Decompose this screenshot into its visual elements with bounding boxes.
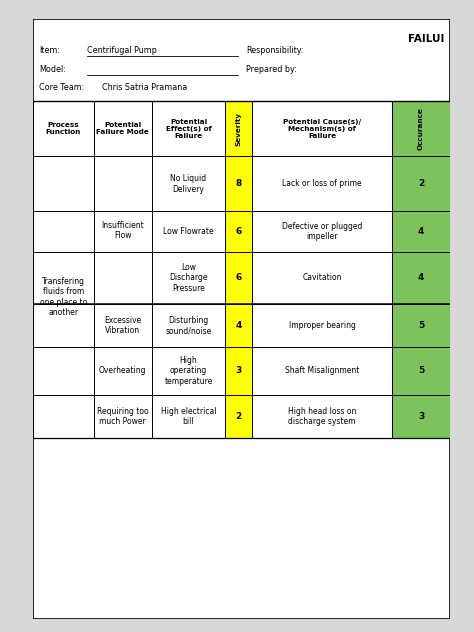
Text: Shaft Misalignment: Shaft Misalignment — [285, 367, 359, 375]
Text: Defective or plugged
impeller: Defective or plugged impeller — [282, 222, 362, 241]
Bar — [225, 156, 252, 211]
Bar — [225, 101, 252, 156]
Text: High head loss on
discharge system: High head loss on discharge system — [288, 407, 356, 426]
Text: Item:: Item: — [39, 46, 61, 55]
Text: High
operating
temperature: High operating temperature — [164, 356, 213, 386]
Text: Low Flowrate: Low Flowrate — [163, 227, 214, 236]
Bar — [392, 305, 450, 346]
Bar — [392, 101, 450, 156]
Text: Potential
Failure Mode: Potential Failure Mode — [97, 123, 149, 135]
Bar — [94, 101, 152, 156]
Text: Improper bearing: Improper bearing — [289, 321, 356, 330]
Bar — [152, 101, 225, 156]
Bar — [392, 156, 450, 211]
Bar — [392, 211, 450, 252]
Bar — [225, 252, 252, 305]
Text: Cavitation: Cavitation — [302, 274, 342, 283]
Text: 2: 2 — [418, 179, 424, 188]
Bar — [392, 101, 450, 156]
Text: 4: 4 — [418, 274, 424, 283]
Bar — [252, 101, 392, 156]
Text: 6: 6 — [236, 274, 242, 283]
Text: Model:: Model: — [39, 65, 66, 74]
Text: Severity: Severity — [236, 112, 242, 146]
Text: Overheating: Overheating — [99, 367, 146, 375]
Text: Chris Satria Pramana: Chris Satria Pramana — [102, 83, 187, 92]
Text: Process
Function: Process Function — [46, 123, 81, 135]
Text: Excessive
Vibration: Excessive Vibration — [104, 316, 141, 335]
Bar — [225, 346, 252, 395]
Text: 4: 4 — [236, 321, 242, 330]
Text: 3: 3 — [418, 412, 424, 421]
Text: Low
Discharge
Pressure: Low Discharge Pressure — [169, 263, 208, 293]
Text: 6: 6 — [236, 227, 242, 236]
Text: Insufficient
Flow: Insufficient Flow — [101, 221, 144, 240]
Text: No Liquid
Delivery: No Liquid Delivery — [171, 174, 207, 193]
Bar — [392, 346, 450, 395]
Text: Requiring too
much Power: Requiring too much Power — [97, 407, 149, 426]
Text: Prepared by:: Prepared by: — [246, 65, 297, 74]
Text: FAILUI: FAILUI — [408, 33, 444, 44]
Bar — [225, 305, 252, 346]
Text: 5: 5 — [418, 367, 424, 375]
Text: Potential
Effect(s) of
Failure: Potential Effect(s) of Failure — [166, 119, 211, 139]
Text: 4: 4 — [418, 227, 424, 236]
Text: High electrical
bill: High electrical bill — [161, 407, 216, 426]
Text: Core Team:: Core Team: — [39, 83, 85, 92]
Text: Responsibility:: Responsibility: — [246, 46, 303, 55]
Text: Disturbing
sound/noise: Disturbing sound/noise — [165, 316, 212, 335]
Text: Centrifugal Pump: Centrifugal Pump — [87, 46, 157, 55]
Bar — [225, 101, 252, 156]
Text: 3: 3 — [236, 367, 242, 375]
Text: Potential Cause(s)/
Mechanism(s) of
Failure: Potential Cause(s)/ Mechanism(s) of Fail… — [283, 119, 361, 139]
Text: 8: 8 — [236, 179, 242, 188]
Bar — [392, 252, 450, 305]
Bar — [225, 211, 252, 252]
Text: 2: 2 — [236, 412, 242, 421]
Bar — [33, 101, 94, 156]
Text: Occurance: Occurance — [418, 107, 424, 150]
Bar — [225, 395, 252, 437]
Text: 5: 5 — [418, 321, 424, 330]
Bar — [392, 395, 450, 437]
Text: Transfering
fluids from
one place to
another: Transfering fluids from one place to ano… — [40, 277, 87, 317]
Text: Lack or loss of prime: Lack or loss of prime — [282, 179, 362, 188]
